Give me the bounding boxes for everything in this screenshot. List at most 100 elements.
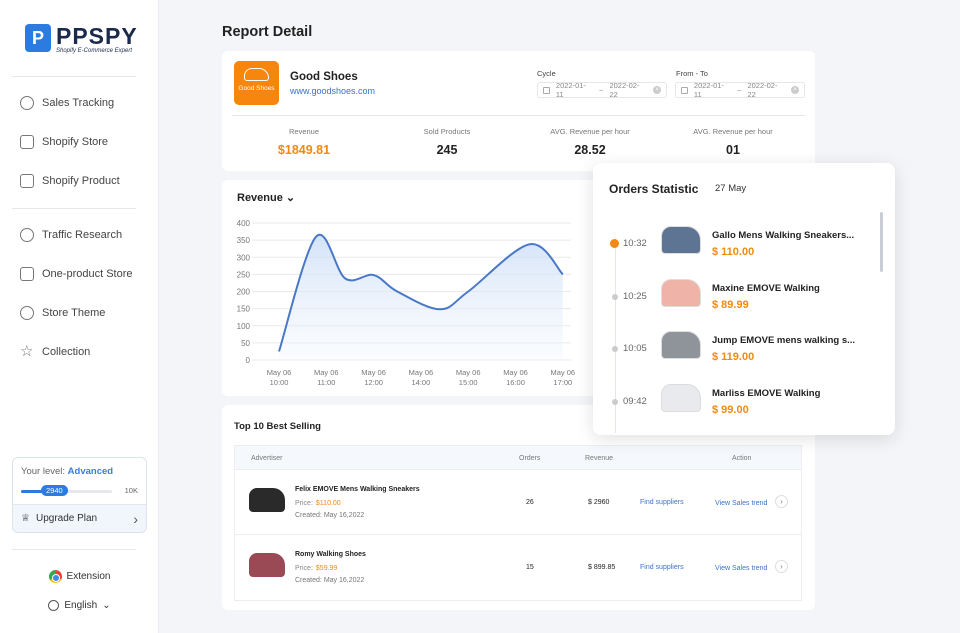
sidebar-item-label: Sales Tracking [42,97,115,109]
sidebar-item-shopify-store[interactable]: Shopify Store [20,135,108,149]
col-advertiser: Advertiser [251,455,283,462]
end-date: 2022-02-22 [747,81,778,99]
created-value: May 16,2022 [323,512,365,519]
stat-label: AVG. Revenue per hour [550,127,630,136]
y-tick-label: 0 [246,356,251,365]
separator: ~ [599,85,604,95]
extension-link[interactable]: Extension [0,570,159,583]
clear-icon[interactable]: × [791,86,799,94]
order-item[interactable]: 10:05 Jump EMOVE mens walking s... $ 119… [593,321,883,371]
col-action: Action [732,455,752,462]
separator: ~ [737,85,742,95]
sidebar-item-shopify-product[interactable]: Shopify Product [20,174,120,188]
store-summary-card: Good Shoes Good Shoes www.goodshoes.com … [222,51,815,171]
divider [12,549,136,550]
timeline-dot [612,398,618,405]
divider [232,115,805,116]
orders-value: 15 [526,564,534,571]
home-icon [20,267,34,281]
best-selling-table: Advertiser Orders Revenue Action Felix E… [234,445,802,601]
chevron-right-icon[interactable]: › [775,560,788,573]
product-image [249,553,285,577]
sidebar-item-label: Store Theme [42,307,106,319]
crown-icon: ♕ [21,513,30,524]
top10-title: Top 10 Best Selling [234,421,321,432]
x-tick-label: 10:00 [270,378,289,387]
page-title: Report Detail [222,24,313,40]
product-image [661,383,701,412]
sidebar-item-store-theme[interactable]: Store Theme [20,306,105,320]
end-date: 2022-02-22 [609,81,640,99]
stat-label: Sold Products [423,127,471,136]
x-tick-label: 14:00 [412,378,431,387]
order-price: $ 89.99 [712,298,749,311]
target-icon [20,96,34,110]
col-revenue: Revenue [585,455,614,462]
x-tick-label: 15:00 [459,378,478,387]
view-sales-trend-link[interactable]: View Sales trend [715,500,768,507]
sidebar-item-one-product-store[interactable]: One-product Store [20,267,133,281]
level-label: Your level: [21,466,66,477]
price-label: Price: [295,500,313,507]
table-row: Felix EMOVE Mens Walking Sneakers Price:… [235,469,801,534]
divider [12,76,136,77]
clear-icon[interactable]: × [653,86,661,94]
x-tick-label: May 06 [314,368,339,377]
order-time: 10:05 [623,343,647,354]
created-value: May 16,2022 [323,577,365,584]
from-to-date-range[interactable]: 2022-01-11 ~2022-02-22 × [675,81,805,99]
language-selector[interactable]: English ⌄ [0,600,159,611]
stat-avg-revenue-2: AVG. Revenue per hour 01 [663,127,803,157]
x-tick-label: 16:00 [506,378,525,387]
x-tick-label: May 06 [361,368,386,377]
chevron-right-icon[interactable]: › [775,495,788,508]
store-name: Good Shoes [290,71,358,83]
sidebar-item-label: Shopify Store [42,136,109,148]
globe-icon [48,600,60,611]
revenue-value: $ 899.85 [588,564,616,571]
cycle-date-range[interactable]: 2022-01-11 ~2022-02-22 × [537,81,667,99]
timeline-line [615,238,616,433]
stat-value: 28.52 [574,143,606,157]
level-progress: 2940 10K [21,485,138,497]
upgrade-plan-button[interactable]: ♕ Upgrade Plan › [13,504,146,532]
chevron-down-icon: ⌄ [102,600,111,611]
order-product-name: Jump EMOVE mens walking s... [712,335,856,346]
stat-label: Revenue [288,127,320,136]
product-name[interactable]: Felix EMOVE Mens Walking Sneakers [295,486,420,493]
product-created: Created: May 16,2022 [295,512,364,519]
palette-icon [20,306,34,320]
sidebar-item-label: Shopify Product [42,175,120,187]
store-url[interactable]: www.goodshoes.com [290,86,376,96]
sidebar-item-collection[interactable]: ☆ Collection [20,344,90,359]
order-time: 10:32 [623,238,647,249]
product-name[interactable]: Romy Walking Shoes [295,551,366,558]
start-date: 2022-01-11 [555,81,586,99]
order-price: $ 119.00 [712,351,755,363]
orders-date: 27 May [715,183,747,194]
order-item[interactable]: 10:25 Maxine EMOVE Walking $ 89.99 [593,269,883,319]
shoe-icon [244,68,269,81]
view-sales-trend-link[interactable]: View Sales trend [715,565,768,572]
product-icon [20,174,34,188]
chrome-icon [48,570,62,583]
brand-name: PPSPY [56,23,138,49]
ppspy-logo[interactable]: P PPSPY Shopify E-Commerce Expert [25,24,138,54]
chevron-down-icon: ⌄ [285,192,296,204]
chart-title: Revenue [237,192,283,204]
find-suppliers-link[interactable]: Find suppliers [640,564,684,571]
sidebar-item-sales-tracking[interactable]: Sales Tracking [20,96,114,110]
stat-value: $1849.81 [277,143,331,157]
order-item[interactable]: 10:32 Gallo Mens Walking Sneakers... $ 1… [593,216,883,266]
sidebar-item-traffic-research[interactable]: Traffic Research [20,228,122,242]
order-item[interactable]: 09:42 Marliss EMOVE Walking $ 99.00 [593,374,883,424]
price-label: Price: [295,565,313,572]
scrollbar[interactable] [880,212,883,272]
product-image [661,278,701,307]
revenue-dropdown[interactable]: Revenue ⌄ [237,191,295,204]
sidebar: P PPSPY Shopify E-Commerce Expert Sales … [0,0,159,633]
revenue-line [278,233,564,352]
find-suppliers-link[interactable]: Find suppliers [640,499,684,506]
orders-statistic-panel: Orders Statistic 27 May 10:32 Gallo Mens… [593,163,895,435]
